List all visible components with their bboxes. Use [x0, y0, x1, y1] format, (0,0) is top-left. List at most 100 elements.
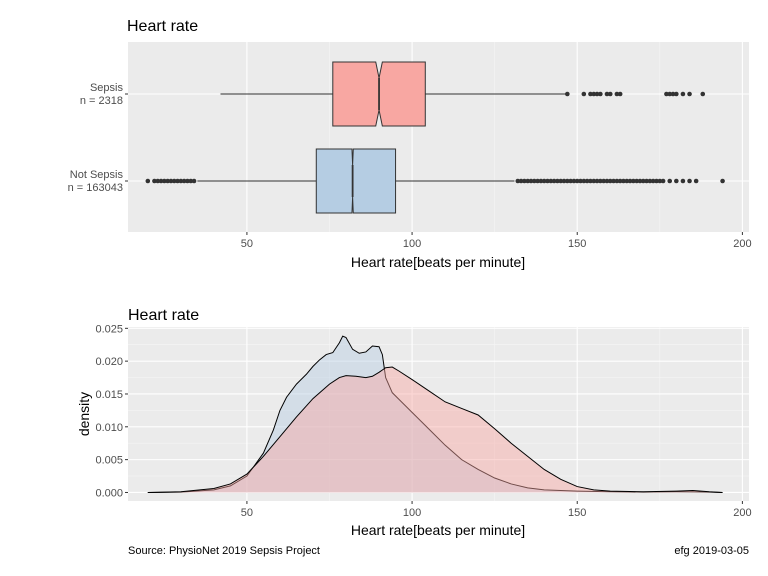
group-count-label: n = 2318 — [80, 95, 123, 107]
outlier-point — [680, 91, 686, 97]
outlier-point — [594, 91, 600, 97]
density-y-tick-label: 0.010 — [95, 422, 123, 434]
boxplot-x-axis-title: Heart rate[beats per minute] — [351, 254, 525, 270]
outlier-point — [181, 178, 187, 184]
group-label: Sepsis — [90, 82, 124, 94]
outlier-point — [558, 178, 564, 184]
outlier-point — [158, 178, 164, 184]
outlier-point — [588, 91, 593, 97]
density-gridlines — [128, 327, 749, 501]
boxplot-x-tick-label: 50 — [241, 238, 253, 250]
outlier-point — [581, 91, 587, 97]
outlier-point — [644, 178, 649, 184]
outlier-point — [614, 178, 620, 184]
outlier-point — [555, 178, 560, 184]
density-x-tick-label: 200 — [733, 507, 751, 519]
outlier-point — [594, 178, 600, 184]
density-area — [147, 336, 723, 493]
outlier-point — [601, 178, 606, 184]
outlier-point — [617, 91, 623, 97]
density-line — [147, 335, 723, 493]
outlier-point — [162, 178, 167, 184]
boxplot-marks — [145, 61, 725, 214]
density-y-axis-title: density — [76, 392, 92, 436]
outlier-point — [720, 178, 725, 184]
outlier-point — [667, 91, 673, 97]
outlier-point — [528, 178, 534, 184]
outlier-point — [178, 178, 184, 184]
credit-caption: efg 2019-03-05 — [674, 545, 749, 557]
outlier-point — [188, 178, 194, 184]
outlier-point — [660, 178, 666, 184]
density-y-tick-label: 0.015 — [95, 389, 123, 401]
outlier-point — [693, 178, 699, 184]
outlier-point — [634, 178, 639, 184]
group-count-label: n = 163043 — [68, 182, 123, 194]
density-title: Heart rate — [128, 307, 199, 324]
outlier-point — [168, 178, 174, 184]
outlier-point — [700, 91, 706, 97]
outlier-point — [680, 178, 686, 184]
outlier-point — [664, 91, 669, 97]
density-y-axis: 0.000 0.005 0.010 0.015 0.020 0.025 — [95, 323, 128, 499]
boxplot-x-tick-label: 100 — [403, 238, 421, 250]
outlier-point — [687, 91, 692, 97]
outlier-point — [525, 178, 530, 184]
density-y-tick-label: 0.025 — [95, 323, 123, 335]
outlier-point — [171, 178, 177, 184]
outlier-point — [152, 178, 157, 184]
outlier-point — [591, 178, 597, 184]
group-label: Not Sepsis — [70, 169, 124, 181]
outlier-point — [185, 178, 190, 184]
outlier-point — [581, 178, 587, 184]
boxplot-x-tick-label: 150 — [568, 238, 586, 250]
outlier-point — [584, 178, 590, 184]
outlier-point — [145, 178, 151, 184]
outlier-point — [578, 178, 583, 184]
outlier-point — [624, 178, 630, 184]
outlier-point — [515, 178, 521, 184]
outlier-point — [591, 91, 597, 97]
outlier-point — [607, 178, 613, 184]
outlier-point — [561, 178, 567, 184]
outlier-point — [165, 178, 170, 184]
outlier-point — [191, 178, 197, 184]
outlier-point — [617, 178, 623, 184]
boxplot-plot-background — [128, 42, 749, 232]
outlier-point — [574, 178, 580, 184]
outlier-point — [614, 91, 620, 97]
outlier-point — [627, 178, 633, 184]
outlier-point — [687, 178, 692, 184]
density-y-tick-label: 0.020 — [95, 356, 123, 368]
outlier-point — [674, 91, 679, 97]
outlier-point — [637, 178, 643, 184]
density-y-tick-label: 0.000 — [95, 487, 123, 499]
density-x-axis-title: Heart rate[beats per minute] — [351, 522, 525, 538]
outlier-point — [598, 91, 603, 97]
outlier-point — [604, 91, 610, 97]
outlier-point — [541, 178, 547, 184]
outlier-point — [621, 178, 626, 184]
outlier-point — [598, 178, 603, 184]
outlier-point — [588, 178, 593, 184]
outlier-point — [571, 178, 577, 184]
boxplot-x-axis: 50 100 150 200 — [241, 232, 752, 250]
density-panel: Heart rate 50 100 150 200 0.0000.0050.0100.… — [76, 307, 752, 538]
outlier-point — [667, 178, 673, 184]
box — [315, 148, 397, 214]
outlier-point — [522, 178, 527, 184]
outlier-point — [640, 178, 646, 184]
density-marks — [147, 335, 723, 493]
outlier-point — [545, 178, 550, 184]
outlier-point — [155, 178, 161, 184]
outlier-point — [565, 91, 570, 97]
outlier-point — [631, 178, 636, 184]
boxplot-title: Heart rate — [127, 18, 198, 35]
outlier-point — [548, 178, 554, 184]
outlier-point — [568, 178, 573, 184]
outlier-point — [535, 178, 540, 184]
outlier-point — [650, 178, 656, 184]
density-plot-background — [128, 327, 749, 501]
